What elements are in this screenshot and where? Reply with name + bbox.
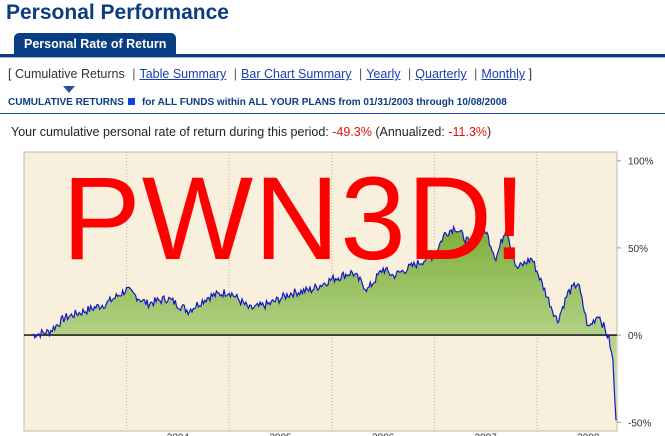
x-tick-label: 2008 bbox=[577, 432, 600, 436]
page-title: Personal Performance bbox=[6, 1, 229, 24]
x-tick-label: 2007 bbox=[475, 432, 498, 436]
cumulative-returns-chart: 2004 2005 2006 2007 2008 100% 50% 0% -50% bbox=[0, 148, 665, 436]
area-fill bbox=[32, 226, 616, 421]
cumulative-return-value: -49.3% bbox=[332, 125, 372, 139]
separator: | bbox=[233, 67, 238, 81]
view-selector: [ Cumulative Returns | Table Summary | Bar… bbox=[8, 67, 532, 81]
annualized-return-value: -11.3% bbox=[448, 125, 488, 139]
x-tick-label: 2004 bbox=[167, 432, 190, 436]
y-tick-label: 50% bbox=[628, 244, 648, 255]
series-square-icon bbox=[127, 98, 135, 105]
subnav-monthly-link[interactable]: Monthly bbox=[481, 67, 526, 81]
subnav-quarterly-link[interactable]: Quarterly bbox=[415, 67, 467, 81]
tab-divider-light bbox=[0, 57, 665, 58]
separator: | bbox=[132, 67, 136, 81]
criteria-divider bbox=[0, 113, 665, 114]
annualized-close: ) bbox=[487, 125, 492, 139]
tab-personal-rate-of-return[interactable]: Personal Rate of Return bbox=[14, 33, 177, 56]
subnav-table-summary-link[interactable]: Table Summary bbox=[139, 67, 227, 81]
separator: | bbox=[408, 67, 412, 81]
summary-prefix: Your cumulative personal rate of return … bbox=[11, 125, 329, 139]
subnav-cumulative-returns: Cumulative Returns bbox=[14, 67, 125, 81]
separator: | bbox=[358, 67, 363, 81]
open-bracket: [ bbox=[8, 67, 12, 81]
series-line bbox=[31, 224, 617, 421]
chart-svg: 2004 2005 2006 2007 2008 100% 50% 0% -50% bbox=[23, 151, 654, 436]
tab-divider bbox=[0, 54, 665, 57]
x-tick-label: 2006 bbox=[372, 432, 395, 436]
y-tick-label: 0% bbox=[628, 331, 643, 342]
x-tick-label: 2005 bbox=[269, 432, 292, 436]
return-summary: Your cumulative personal rate of return … bbox=[11, 125, 491, 139]
close-bracket: ] bbox=[528, 67, 533, 81]
y-tick-label: -50% bbox=[628, 418, 651, 429]
subnav-yearly-link[interactable]: Yearly bbox=[366, 67, 401, 81]
separator: | bbox=[474, 67, 478, 81]
annualized-label: (Annualized: bbox=[375, 125, 445, 139]
criteria-label: CUMULATIVE RETURNS bbox=[8, 97, 124, 108]
current-view-caret-icon bbox=[63, 86, 75, 93]
criteria-line: CUMULATIVE RETURNS for ALL FUNDS within A… bbox=[8, 97, 507, 108]
tab-bar: Personal Rate of Return bbox=[0, 33, 665, 58]
criteria-text: for ALL FUNDS within ALL YOUR PLANS from… bbox=[141, 97, 507, 108]
subnav-bar-chart-summary-link[interactable]: Bar Chart Summary bbox=[241, 67, 352, 81]
y-tick-label: 100% bbox=[628, 157, 654, 168]
